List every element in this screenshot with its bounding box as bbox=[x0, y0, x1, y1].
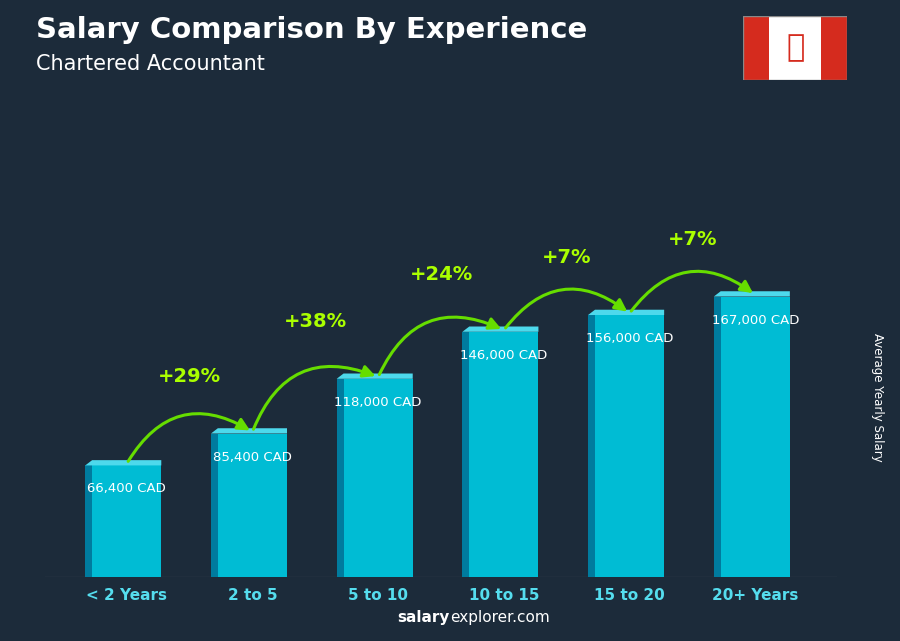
Bar bbox=[344, 379, 413, 577]
Text: +7%: +7% bbox=[668, 230, 717, 249]
Text: 118,000 CAD: 118,000 CAD bbox=[335, 396, 422, 409]
Text: 156,000 CAD: 156,000 CAD bbox=[586, 332, 673, 345]
Bar bbox=[337, 379, 344, 577]
Bar bbox=[588, 315, 595, 577]
Text: explorer.com: explorer.com bbox=[450, 610, 550, 625]
Bar bbox=[721, 297, 790, 577]
Text: +29%: +29% bbox=[158, 367, 221, 386]
Text: 146,000 CAD: 146,000 CAD bbox=[460, 349, 547, 362]
Bar bbox=[714, 297, 721, 577]
Text: +38%: +38% bbox=[284, 312, 346, 331]
Text: Salary Comparison By Experience: Salary Comparison By Experience bbox=[36, 16, 587, 44]
Polygon shape bbox=[588, 310, 664, 315]
Bar bbox=[463, 332, 469, 577]
Bar bbox=[821, 16, 847, 80]
Text: 85,400 CAD: 85,400 CAD bbox=[213, 451, 292, 463]
Text: 167,000 CAD: 167,000 CAD bbox=[712, 313, 799, 326]
Bar bbox=[86, 465, 92, 577]
Text: salary: salary bbox=[398, 610, 450, 625]
Polygon shape bbox=[211, 428, 287, 433]
Bar bbox=[469, 332, 538, 577]
Bar bbox=[595, 315, 664, 577]
Bar bbox=[770, 16, 821, 80]
Bar bbox=[743, 16, 770, 80]
Polygon shape bbox=[714, 291, 790, 297]
Bar bbox=[218, 433, 287, 577]
Bar bbox=[211, 433, 218, 577]
Text: +7%: +7% bbox=[542, 248, 591, 267]
Text: 🍁: 🍁 bbox=[786, 33, 805, 63]
Bar bbox=[92, 465, 161, 577]
Text: +24%: +24% bbox=[410, 265, 472, 284]
Text: 66,400 CAD: 66,400 CAD bbox=[87, 483, 166, 495]
Polygon shape bbox=[86, 460, 161, 465]
Text: Average Yearly Salary: Average Yearly Salary bbox=[871, 333, 884, 462]
Polygon shape bbox=[463, 326, 538, 332]
Polygon shape bbox=[337, 374, 413, 379]
Text: Chartered Accountant: Chartered Accountant bbox=[36, 54, 265, 74]
